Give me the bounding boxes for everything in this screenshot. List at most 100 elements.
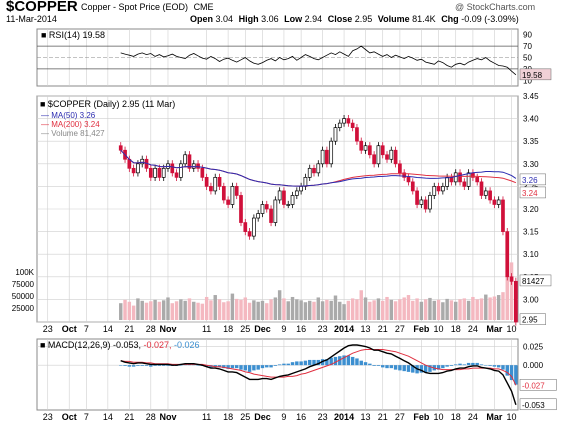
macd-histogram-bar [449,365,454,366]
price-x-tick: 18 [451,324,461,334]
price-x-tick: 10 [434,324,444,334]
macd-histogram-bar [269,365,273,368]
ma200-last-value-bg [519,186,546,199]
macd-histogram-bar [355,358,359,366]
price-x-tick: 9 [281,324,286,334]
volume-bar [363,297,368,320]
close-label: Close [327,14,353,24]
volume-bar [123,299,127,320]
candle-body [419,199,424,205]
macd-x-tick: Dec [254,412,271,422]
macd-histogram-bar [144,365,149,366]
candle-body [453,172,458,183]
candle-body [273,199,278,223]
price-y-tick: 3.40 [523,115,539,124]
macd-histogram-bar [389,365,394,369]
volume-bar [458,299,462,320]
macd-histogram-bar [381,365,385,368]
ma50-last-value-bg [519,173,546,186]
macd-legend: ■ MACD(12,26,9) -0.053, -0.027, -0.026 [40,340,200,350]
candle-body [402,172,407,178]
open-value: 3.04 [215,14,234,24]
price-y-tick: 3.00 [523,295,539,304]
candle-body [428,195,432,210]
price-x-tick: 18 [223,324,233,334]
volume-bar [183,300,187,320]
volume-bar [144,302,149,320]
candle-body [475,177,480,183]
rsi-y-tick: 70 [523,42,532,51]
macd-histogram-bar [333,356,338,366]
volume-bar [119,303,123,320]
candle-body [320,149,325,165]
candle-body [256,213,261,219]
volume-bar [269,299,273,320]
volume-bar [484,294,488,320]
price-y-tick: 3.15 [523,228,539,237]
volume-bar [496,295,501,320]
volume-bar [346,300,351,320]
volume-bar [136,298,140,320]
volume-bar [149,301,153,320]
macd-histogram-bar [363,362,368,366]
macd-x-tick: 14 [103,412,113,422]
candle-body [458,172,462,183]
macd-frame [36,338,519,411]
volume-y-tick: 100K [15,268,34,277]
candle-body [363,145,368,151]
macd-histogram-bar [204,365,209,367]
price-x-tick: 21 [124,324,134,334]
volume-bar [381,300,385,320]
macd-histogram-bar [316,359,321,366]
candle-body [462,181,467,187]
volume-y-tick: 50000 [12,292,35,301]
candle-body [213,177,218,192]
candle-body [436,186,441,192]
macd-histogram-bar [140,365,144,366]
candle-body [389,149,394,160]
candle-body [501,199,505,232]
price-x-tick: 10 [507,324,517,334]
candle-body [174,172,179,178]
price-x-tick: Oct [62,324,77,334]
price-x-tick: 23 [318,324,328,334]
macd-x-tick: 10 [507,412,517,422]
macd-histogram-bar [462,364,467,366]
candle-body [153,167,157,178]
candle-body [325,149,329,165]
macd-legend-part-0: ■ MACD(12,26,9) [40,340,113,350]
macd-histogram-bar [247,365,252,372]
candle-body [157,167,162,178]
macd-histogram-bar [230,365,235,369]
macd-histogram-bar [252,365,256,371]
volume-bar [325,299,329,320]
volume-bar [209,300,213,320]
price-x-tick: 21 [378,324,388,334]
macd-histogram-bar [454,364,458,366]
macd-histogram-bar [488,365,492,366]
macd-histogram-bar [157,365,162,366]
candle-body [264,204,269,210]
macd-histogram-bar [398,365,402,371]
volume-bar [204,296,209,320]
candle-body [209,186,213,192]
macd-x-tick: 18 [223,412,233,422]
rsi-last-value-bg [519,68,552,81]
macd-histogram-bar [359,360,363,366]
candle-body [140,158,145,165]
macd-x-tick: 16 [296,412,306,422]
candle-body [513,280,518,323]
macd-histogram-bar [136,365,140,366]
candle-body [226,199,230,205]
macd-histogram-bar [307,359,312,366]
volume-bar [406,295,411,320]
volume-bar [282,298,286,320]
chart-ticker: $COPPER [6,0,78,15]
candle-body [415,190,419,205]
candle-body [337,122,342,128]
macd-histogram-bar [350,356,355,366]
volume-bar [368,301,372,320]
macd-last-value-bg [519,398,557,411]
volume-bar [252,300,256,320]
volume-bar [127,301,132,320]
